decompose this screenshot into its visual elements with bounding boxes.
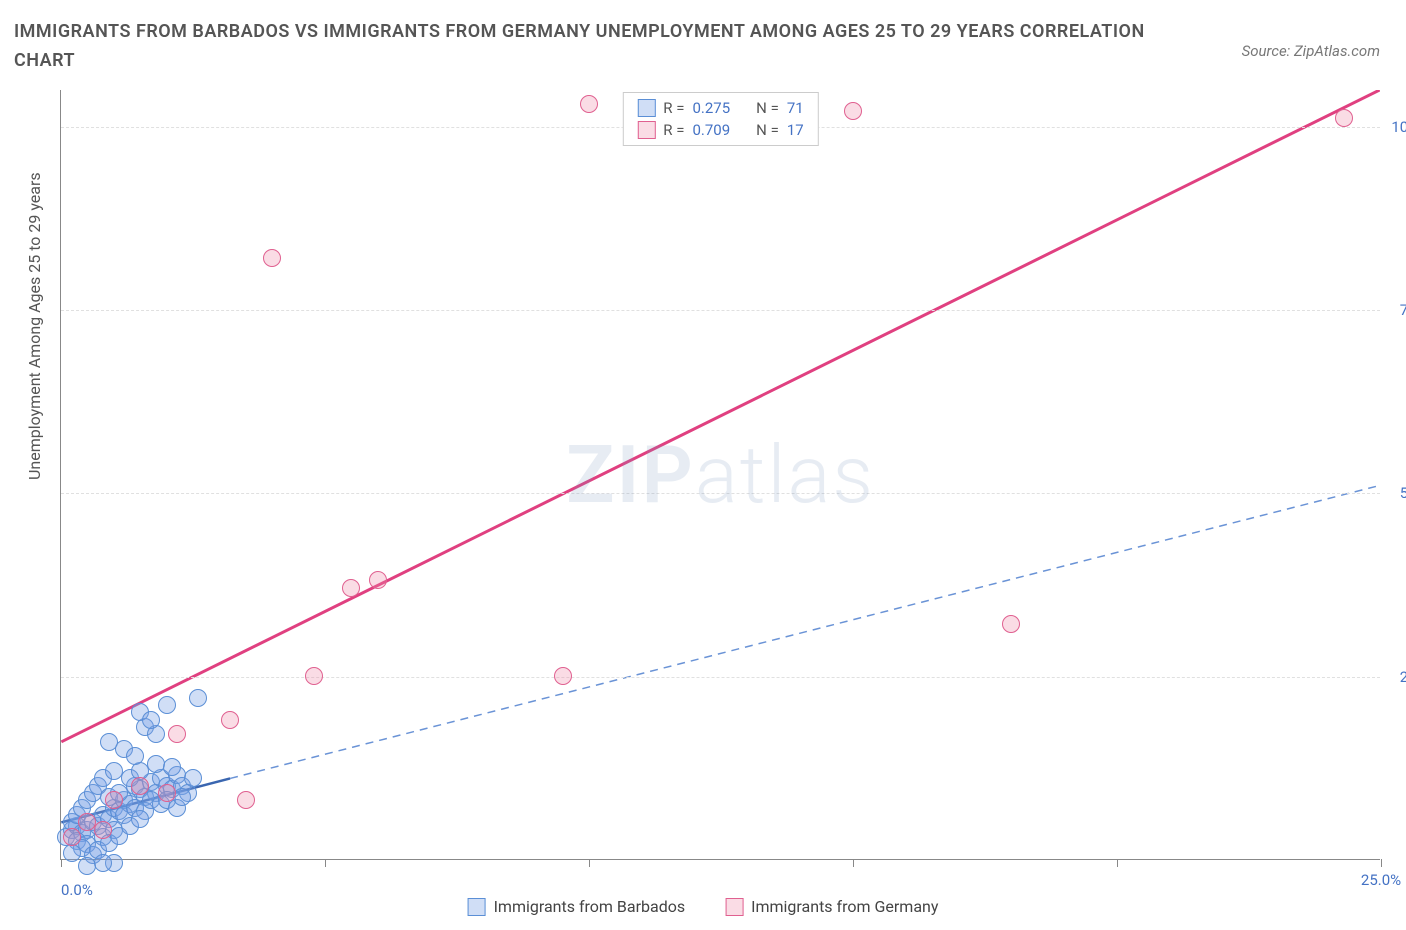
chart-title: IMMIGRANTS FROM BARBADOS VS IMMIGRANTS F… — [14, 18, 1164, 76]
trend-lines-svg — [61, 90, 1380, 859]
gridline — [61, 310, 1380, 311]
barbados-point — [158, 696, 176, 714]
x-tick-label: 25.0% — [1361, 871, 1401, 889]
barbados-point — [100, 733, 118, 751]
plot-area: ZIPatlas R =0.275N =71R =0.709N =17 25.0… — [60, 90, 1380, 860]
barbados-point — [173, 788, 191, 806]
x-tick — [853, 859, 854, 867]
gridline — [61, 677, 1380, 678]
n-value: 71 — [787, 99, 804, 117]
germany-point — [305, 667, 323, 685]
barbados-point — [142, 711, 160, 729]
x-tick — [61, 859, 62, 867]
x-tick — [1117, 859, 1118, 867]
barbados-point — [163, 758, 181, 776]
germany-point — [158, 784, 176, 802]
y-tick-label: 25.0% — [1400, 668, 1406, 686]
x-tick — [1381, 859, 1382, 867]
germany-point — [221, 711, 239, 729]
germany-point — [237, 791, 255, 809]
series-legend: Immigrants from Barbados Immigrants from … — [468, 897, 939, 916]
germany-point — [105, 791, 123, 809]
germany-point — [580, 95, 598, 113]
n-value: 17 — [787, 121, 804, 139]
y-tick-label: 50.0% — [1400, 484, 1406, 502]
barbados-point — [126, 747, 144, 765]
trendline — [230, 485, 1380, 778]
germany-point — [94, 821, 112, 839]
legend-swatch — [637, 121, 655, 139]
x-tick — [589, 859, 590, 867]
legend-swatch — [725, 898, 743, 916]
gridline — [61, 493, 1380, 494]
legend-label: Immigrants from Barbados — [494, 897, 686, 916]
y-tick-label: 100.0% — [1391, 118, 1406, 136]
legend-label: Immigrants from Germany — [751, 897, 938, 916]
germany-point — [554, 667, 572, 685]
germany-point — [844, 102, 862, 120]
barbados-point — [131, 810, 149, 828]
legend-stat-row: R = 0.275 N = 71 — [637, 99, 803, 117]
x-tick — [325, 859, 326, 867]
germany-point — [342, 579, 360, 597]
r-value: 0.275 — [692, 99, 730, 117]
legend-item: Immigrants from Barbados — [468, 897, 686, 916]
germany-point — [131, 777, 149, 795]
legend-swatch — [637, 99, 655, 117]
correlation-legend: R = 0.275 N = 71 R = 0.709 N = 17 — [622, 92, 818, 146]
germany-point — [263, 249, 281, 267]
source-attribution: Source: ZipAtlas.com — [1242, 42, 1380, 60]
legend-item: Immigrants from Germany — [725, 897, 938, 916]
germany-point — [1335, 109, 1353, 127]
germany-point — [1002, 615, 1020, 633]
n-label: N = — [756, 121, 779, 139]
y-tick-label: 75.0% — [1400, 301, 1406, 319]
germany-point — [168, 725, 186, 743]
germany-point — [63, 828, 81, 846]
x-tick-label: 0.0% — [61, 881, 93, 899]
trendline — [61, 90, 1379, 742]
barbados-point — [94, 854, 112, 872]
barbados-point — [63, 844, 81, 862]
y-axis-label: Unemployment Among Ages 25 to 29 years — [25, 172, 44, 480]
r-label: R = — [663, 121, 684, 139]
watermark: ZIPatlas — [566, 428, 875, 522]
legend-swatch — [468, 898, 486, 916]
n-label: N = — [756, 99, 779, 117]
legend-stat-row: R = 0.709 N = 17 — [637, 121, 803, 139]
barbados-point — [184, 769, 202, 787]
barbados-point — [189, 689, 207, 707]
r-label: R = — [663, 99, 684, 117]
r-value: 0.709 — [692, 121, 730, 139]
germany-point — [369, 571, 387, 589]
